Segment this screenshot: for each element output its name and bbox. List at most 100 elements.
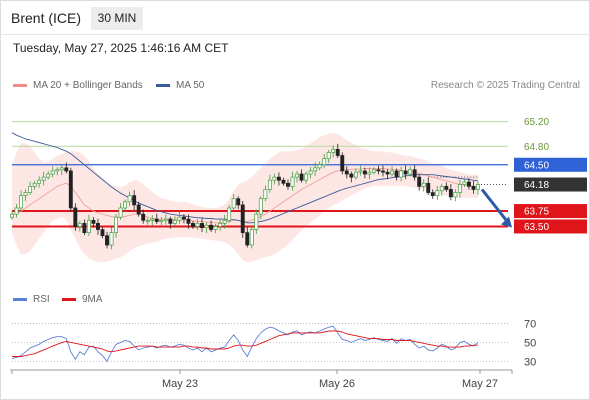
level-63-75-tag bbox=[514, 204, 587, 219]
candle-body bbox=[14, 207, 19, 215]
x-tick-label: May 27 bbox=[462, 378, 498, 390]
legend-9ma: 9MA bbox=[62, 294, 103, 305]
candle-body bbox=[141, 213, 146, 221]
candle-body bbox=[448, 189, 453, 198]
rsi-9ma-line bbox=[12, 330, 478, 357]
candle-body bbox=[109, 232, 114, 246]
legend-rsi: RSI bbox=[13, 294, 50, 305]
candle-body bbox=[335, 149, 340, 156]
candle-body bbox=[28, 186, 33, 193]
candle-body bbox=[105, 235, 109, 246]
candle-body bbox=[46, 173, 51, 178]
candle-body bbox=[286, 182, 290, 187]
candle-body bbox=[186, 218, 191, 224]
candle-body bbox=[412, 169, 417, 178]
candle-body bbox=[240, 204, 245, 233]
level-64-80-label: 64.80 bbox=[524, 142, 549, 153]
candle-body bbox=[281, 179, 286, 184]
ma9-swatch bbox=[62, 298, 76, 301]
candle-body bbox=[331, 149, 336, 153]
bollinger-band bbox=[12, 132, 478, 263]
candle-body bbox=[430, 192, 435, 196]
rsi-tick-70: 70 bbox=[524, 318, 536, 330]
candle-body bbox=[254, 213, 259, 230]
last-price-label: 64.18 bbox=[524, 180, 549, 191]
candle-body bbox=[381, 170, 385, 173]
candle-body bbox=[227, 207, 232, 221]
candle-body bbox=[172, 219, 177, 224]
legend-ma50: MA 50 bbox=[156, 80, 204, 91]
candle-body bbox=[385, 171, 390, 175]
candle-body bbox=[68, 170, 73, 209]
candle-body bbox=[168, 218, 173, 224]
candle-body bbox=[408, 169, 413, 175]
candle-body bbox=[55, 169, 60, 172]
candle-body bbox=[263, 189, 268, 200]
candle-body bbox=[218, 223, 223, 227]
candle-body bbox=[476, 184, 480, 190]
candle-body bbox=[304, 173, 309, 181]
legend-rsi-label: RSI bbox=[33, 294, 50, 305]
candle-body bbox=[10, 213, 14, 218]
candle-body bbox=[200, 223, 204, 229]
candle-body bbox=[150, 218, 155, 221]
candle-body bbox=[195, 223, 200, 227]
x-tick-label: May 26 bbox=[319, 378, 355, 390]
candle-body bbox=[37, 179, 42, 184]
candle-body bbox=[19, 195, 23, 209]
timeframe-selector[interactable]: 30 MIN bbox=[91, 7, 143, 30]
candle-body bbox=[421, 182, 426, 187]
legend-ma20: MA 20 + Bollinger Bands bbox=[13, 80, 143, 91]
timestamp: Tuesday, May 27, 2025 1:46:16 AM CET bbox=[13, 41, 229, 55]
candle-body bbox=[96, 223, 100, 230]
candle-body bbox=[340, 155, 345, 172]
candle-body bbox=[181, 216, 186, 220]
candle-body bbox=[453, 192, 458, 198]
candle-body bbox=[41, 176, 46, 181]
candle-body bbox=[23, 192, 28, 196]
candle-body bbox=[362, 170, 367, 175]
candle-body bbox=[349, 173, 354, 178]
candle-body bbox=[371, 169, 376, 173]
candle-body bbox=[267, 179, 272, 190]
candle-body bbox=[114, 216, 119, 233]
candle-body bbox=[50, 170, 55, 175]
candle-body bbox=[376, 169, 381, 172]
legend-ma20-label: MA 20 + Bollinger Bands bbox=[33, 80, 143, 91]
candle-body bbox=[204, 224, 209, 229]
level-63-75-label: 63.75 bbox=[524, 207, 549, 218]
candle-body bbox=[435, 190, 440, 196]
candle-body bbox=[317, 164, 322, 169]
candle-body bbox=[209, 224, 214, 230]
legend-9ma-label: 9MA bbox=[82, 294, 103, 305]
candle-body bbox=[231, 198, 236, 209]
rsi-line bbox=[11, 325, 479, 363]
candle-body bbox=[276, 176, 281, 181]
last-price-tag bbox=[514, 177, 587, 192]
candle-body bbox=[308, 170, 313, 175]
candle-body bbox=[358, 170, 363, 173]
candle-body bbox=[82, 223, 87, 233]
symbol-title[interactable]: Brent (ICE) bbox=[11, 10, 82, 26]
rsi-swatch bbox=[13, 298, 27, 301]
candle-body bbox=[353, 171, 358, 178]
rsi-tick-30: 30 bbox=[524, 356, 536, 368]
candle-body bbox=[154, 218, 159, 222]
candle-body bbox=[163, 218, 168, 221]
candle-body bbox=[426, 182, 431, 193]
candle-body bbox=[272, 176, 277, 181]
candle-body bbox=[118, 207, 123, 218]
candle-body bbox=[100, 229, 105, 237]
level-63-50-label: 63.50 bbox=[524, 222, 549, 233]
candle-body bbox=[77, 223, 82, 227]
candle-body bbox=[390, 170, 394, 175]
projection-arrowhead bbox=[501, 216, 512, 228]
candle-body bbox=[299, 173, 304, 181]
candle-body bbox=[245, 232, 250, 246]
candle-body bbox=[403, 170, 408, 175]
candle-body bbox=[145, 219, 150, 222]
candle-body bbox=[127, 195, 132, 203]
candle-body bbox=[290, 176, 295, 187]
candle-body bbox=[213, 226, 218, 230]
